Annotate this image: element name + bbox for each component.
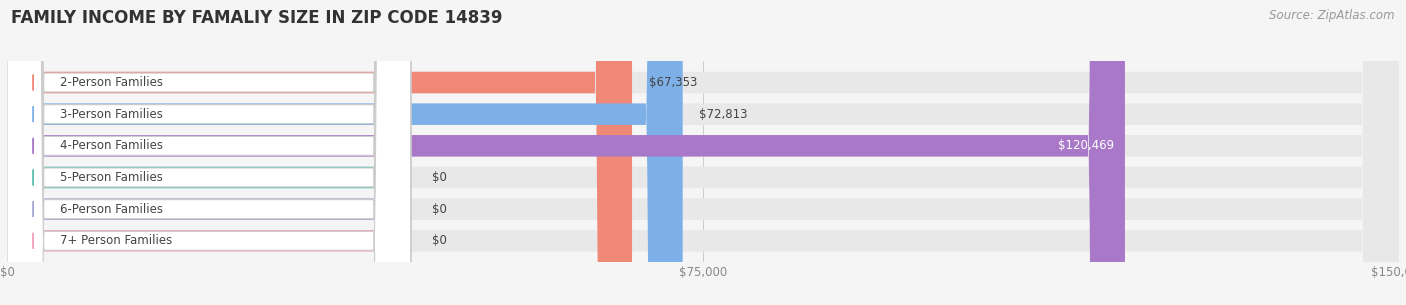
FancyBboxPatch shape [7,0,411,305]
Text: Source: ZipAtlas.com: Source: ZipAtlas.com [1270,9,1395,22]
FancyBboxPatch shape [7,0,1125,305]
FancyBboxPatch shape [7,0,411,305]
Text: $120,469: $120,469 [1057,139,1114,152]
FancyBboxPatch shape [7,0,411,305]
FancyBboxPatch shape [7,0,411,305]
FancyBboxPatch shape [7,0,411,305]
FancyBboxPatch shape [7,0,1399,305]
Text: 5-Person Families: 5-Person Families [59,171,162,184]
Text: $0: $0 [432,234,447,247]
Text: 3-Person Families: 3-Person Families [59,108,162,121]
Text: $67,353: $67,353 [648,76,697,89]
Text: FAMILY INCOME BY FAMALIY SIZE IN ZIP CODE 14839: FAMILY INCOME BY FAMALIY SIZE IN ZIP COD… [11,9,503,27]
FancyBboxPatch shape [7,0,411,305]
FancyBboxPatch shape [7,0,1399,305]
FancyBboxPatch shape [7,0,1399,305]
Text: $72,813: $72,813 [699,108,748,121]
Text: $0: $0 [432,203,447,216]
Text: 4-Person Families: 4-Person Families [59,139,163,152]
FancyBboxPatch shape [7,0,411,305]
FancyBboxPatch shape [7,0,411,305]
Text: 7+ Person Families: 7+ Person Families [59,234,172,247]
FancyBboxPatch shape [7,0,411,305]
Text: 6-Person Families: 6-Person Families [59,203,163,216]
FancyBboxPatch shape [7,0,683,305]
Text: $0: $0 [432,171,447,184]
FancyBboxPatch shape [7,0,633,305]
FancyBboxPatch shape [7,0,1399,305]
FancyBboxPatch shape [7,0,1399,305]
FancyBboxPatch shape [7,0,1399,305]
Text: 2-Person Families: 2-Person Families [59,76,163,89]
